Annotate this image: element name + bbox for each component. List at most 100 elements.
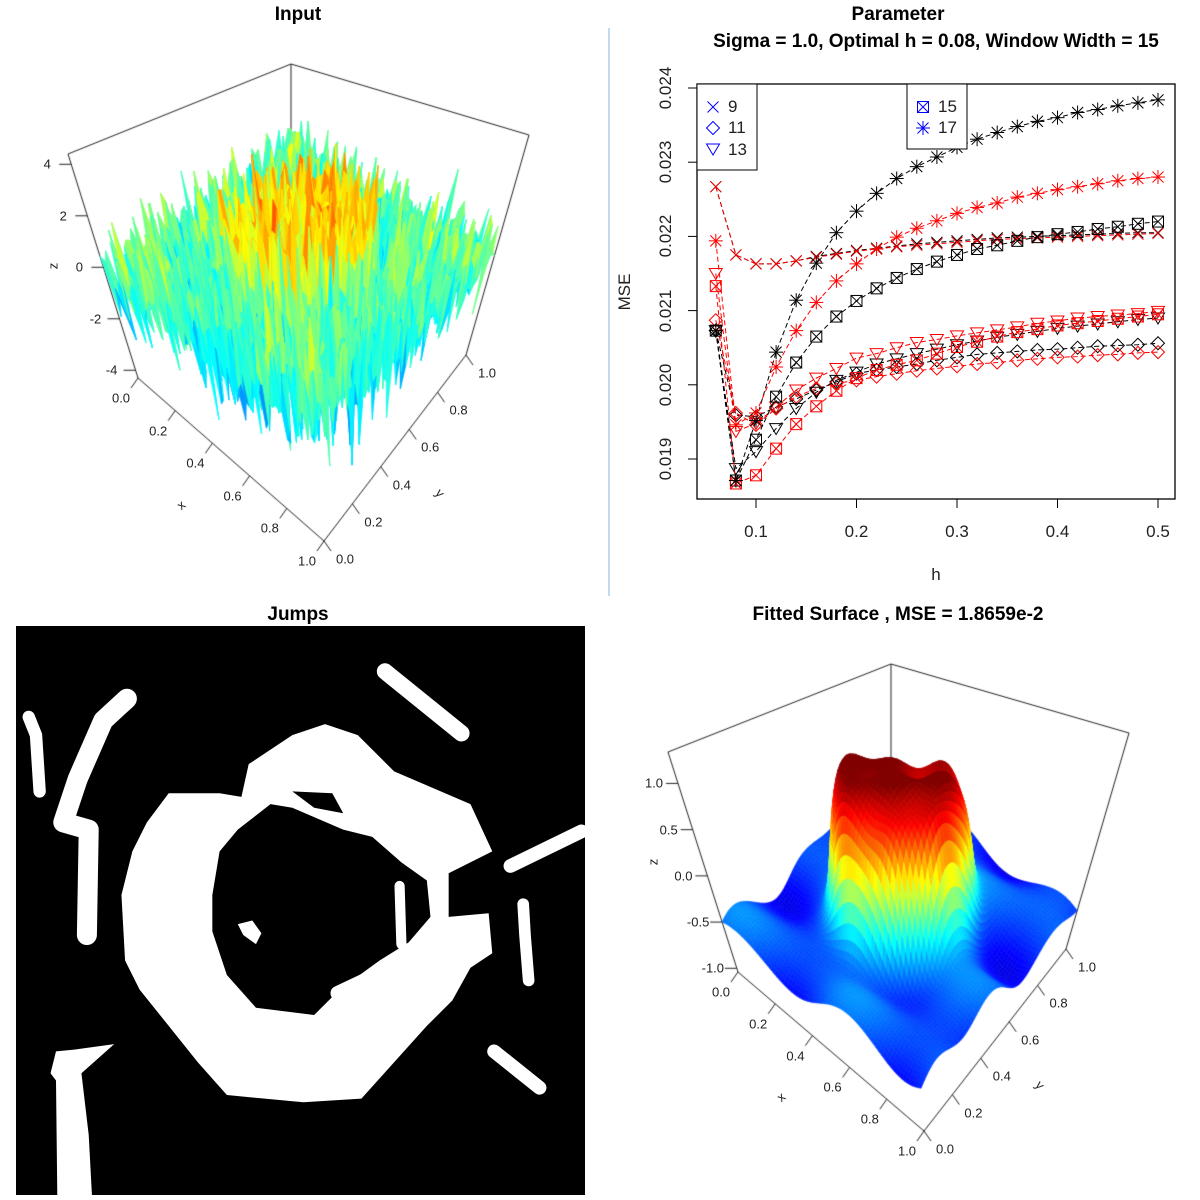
data-point [1151, 170, 1165, 185]
data-point [730, 249, 742, 261]
data-point [970, 132, 985, 147]
marker-stroke [770, 442, 782, 455]
data-point [1050, 341, 1065, 357]
data-point [989, 355, 1005, 370]
data-point [890, 240, 903, 253]
marker-stroke [709, 280, 722, 292]
marker-stroke [808, 372, 824, 386]
marker-stroke [788, 384, 804, 397]
marker-stroke [969, 327, 985, 340]
marker-stroke [910, 237, 923, 250]
jumps-image [16, 626, 589, 1200]
marker-stroke [1031, 230, 1044, 243]
legend-symbol-13 [705, 143, 721, 156]
marker-stroke [951, 249, 963, 261]
marker-stroke [1070, 349, 1085, 364]
marker-stroke [705, 143, 721, 156]
data-point [989, 345, 1005, 361]
data-point [1070, 349, 1085, 364]
marker-stroke [909, 337, 925, 350]
jump-segment [330, 955, 411, 1001]
marker-stroke [889, 342, 905, 355]
marker-stroke [810, 330, 823, 343]
data-point [830, 310, 843, 323]
marker-stroke [989, 345, 1005, 361]
marker-stroke [770, 390, 783, 403]
data-point [889, 230, 904, 245]
data-point [728, 417, 743, 432]
y-tick-label: 0.6 [421, 439, 440, 455]
marker-stroke [1031, 323, 1044, 336]
marker-stroke [989, 324, 1005, 337]
marker-stroke [870, 282, 883, 295]
marker-stroke [1132, 228, 1144, 241]
data-point [1011, 326, 1024, 339]
marker-stroke [1132, 217, 1144, 230]
marker-stroke [930, 255, 943, 268]
data-point [1130, 337, 1146, 352]
data-point [849, 256, 864, 271]
fitted-title: Fitted Surface , MSE = 1.8659e-2 [752, 604, 1044, 625]
data-point [788, 384, 804, 397]
data-point [770, 258, 782, 270]
data-point [870, 363, 883, 376]
legend-box-left [696, 83, 758, 171]
data-point [1031, 231, 1044, 244]
data-point [991, 239, 1004, 252]
marker-stroke [1030, 342, 1045, 358]
y-tick-label: 0.8 [1049, 995, 1068, 1011]
marker-stroke [810, 400, 823, 413]
data-point [1009, 321, 1025, 334]
series-line [715, 286, 1159, 485]
marker-stroke [931, 347, 943, 360]
data-point [990, 125, 1005, 140]
marker-stroke [1051, 319, 1064, 332]
marker-stroke [768, 423, 784, 436]
marker-stroke [1152, 215, 1164, 228]
data-point [1132, 228, 1144, 241]
marker-stroke [890, 271, 903, 284]
data-point [790, 418, 803, 431]
data-point [1150, 312, 1166, 326]
marker-stroke [1071, 225, 1084, 238]
data-point [910, 263, 923, 276]
marker-stroke [1152, 308, 1164, 321]
x-tick-label: 0.8 [260, 520, 279, 536]
data-point [849, 373, 864, 388]
data-point [969, 327, 985, 340]
data-point [869, 242, 884, 257]
marker-stroke [750, 469, 762, 482]
marker-stroke [1111, 312, 1124, 325]
marker-stroke [870, 364, 883, 376]
marker-stroke [1031, 232, 1044, 244]
marker-stroke [850, 372, 863, 384]
data-point [949, 350, 965, 365]
z-tick-label: -0.5 [686, 914, 710, 930]
parameter-subtitle: Sigma = 1.0, Optimal h = 0.08, Window Wi… [713, 31, 1159, 52]
data-point [910, 239, 923, 252]
legend-label-15: 15 [938, 97, 957, 116]
data-point [790, 356, 803, 369]
marker-stroke [969, 356, 985, 372]
data-point [768, 423, 784, 436]
data-point [1130, 171, 1145, 186]
data-point [769, 359, 784, 374]
jump-segment [376, 663, 470, 742]
z-tick-label: -2 [89, 311, 102, 327]
marker-stroke [829, 376, 844, 391]
marker-stroke [788, 403, 804, 416]
data-point [931, 237, 943, 250]
data-point [1111, 312, 1124, 325]
data-point [890, 271, 903, 284]
x-axis-label: h [931, 565, 941, 584]
marker-stroke [1070, 312, 1085, 326]
data-point [709, 280, 722, 293]
data-point [829, 376, 844, 391]
data-point [709, 180, 722, 193]
data-point [1071, 317, 1084, 330]
fitted-surface-plot [600, 600, 1200, 1200]
data-point [909, 159, 924, 174]
marker-stroke [931, 236, 943, 249]
data-point [1091, 314, 1104, 327]
marker-stroke [790, 418, 803, 431]
